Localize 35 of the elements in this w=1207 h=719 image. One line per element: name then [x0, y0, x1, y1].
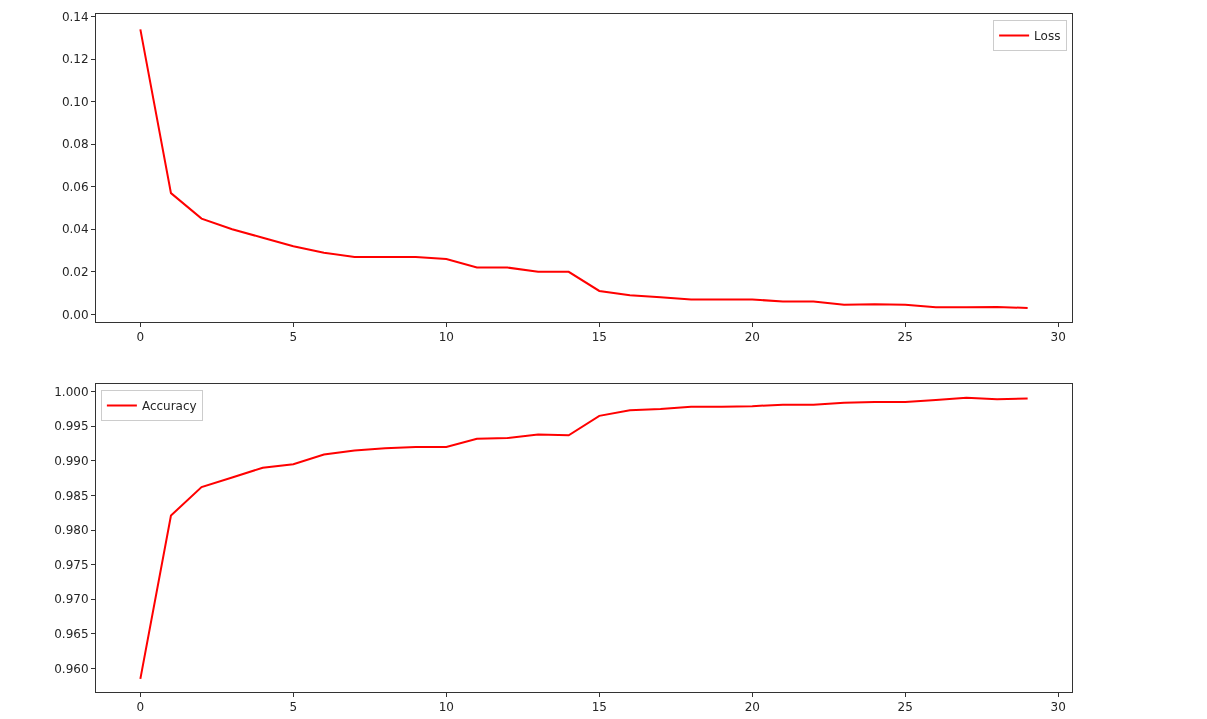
x-tick-label: 0	[136, 330, 145, 345]
y-tick-label: 0.00	[61, 307, 89, 322]
y-tick-label: 1.000	[54, 384, 89, 399]
x-tick-label: 25	[897, 330, 913, 345]
y-tick-label: 0.985	[54, 488, 89, 503]
x-tick-label: 30	[1050, 700, 1066, 715]
y-tick-label: 0.960	[54, 661, 89, 676]
y-tick-label: 0.02	[61, 265, 89, 279]
y-tick-label: 0.970	[54, 592, 89, 607]
x-tick-label: 10	[438, 330, 454, 345]
y-tick-label: 0.990	[54, 454, 89, 469]
x-tick-label: 30	[1050, 330, 1066, 345]
x-tick-label: 15	[591, 700, 607, 715]
y-tick-label: 0.08	[61, 137, 89, 152]
legend-label: Accuracy	[141, 399, 197, 414]
y-tick-label: 0.980	[54, 523, 89, 538]
y-tick-label: 0.10	[61, 94, 89, 109]
y-tick-label: 0.995	[54, 419, 89, 434]
x-tick-label: 20	[744, 700, 760, 715]
x-tick-label: 20	[744, 330, 760, 345]
y-tick-label: 0.965	[54, 627, 89, 642]
y-tick-label: 0.06	[61, 179, 89, 194]
x-tick-label: 0	[136, 700, 145, 715]
line-series	[139, 396, 1029, 680]
y-tick-label: 0.12	[61, 52, 89, 67]
y-tick-label: 0.975	[54, 557, 89, 572]
y-tick-label: 0.14	[61, 9, 89, 24]
x-tick-label: 25	[897, 700, 913, 715]
x-tick-label: 5	[289, 330, 298, 345]
x-tick-label: 15	[591, 330, 607, 345]
legend-label: Loss	[1034, 29, 1061, 44]
x-tick-label: 10	[438, 700, 454, 715]
x-tick-label: 5	[289, 700, 298, 715]
y-tick-label: 0.04	[61, 222, 89, 237]
line-series	[139, 28, 1029, 309]
